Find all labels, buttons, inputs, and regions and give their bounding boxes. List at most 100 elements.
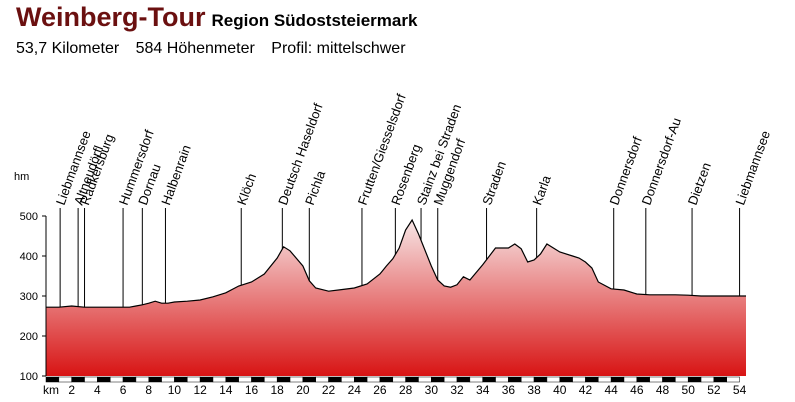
x-tick-label: 14 — [219, 383, 233, 397]
waypoint-label: Halbenrain — [158, 143, 194, 207]
km-scale-segment — [598, 376, 612, 383]
km-scale-segment — [572, 376, 586, 383]
km-scale-segment — [675, 376, 689, 383]
km-scale-segment — [495, 376, 509, 383]
km-scale-segment — [508, 376, 522, 383]
x-tick-label: 10 — [168, 383, 182, 397]
km-scale-segment — [161, 376, 175, 383]
km-scale-segment — [610, 376, 625, 383]
km-scale-segment — [392, 376, 406, 383]
y-tick-label: 100 — [20, 371, 38, 383]
x-tick-label: 26 — [373, 383, 387, 397]
elevation-area — [46, 220, 746, 376]
km-scale-segment — [109, 376, 124, 383]
km-scale-segment — [328, 376, 342, 383]
km-scale-segment — [264, 376, 278, 383]
km-scale-segment — [482, 376, 496, 383]
waypoint-label: Straden — [479, 159, 509, 207]
x-tick-label: 20 — [296, 383, 310, 397]
km-scale-segment — [726, 376, 740, 383]
x-tick-label: 28 — [399, 383, 413, 397]
region-label: Region Südoststeiermark — [211, 11, 418, 30]
km-scale-segment — [546, 376, 561, 383]
y-tick-label: 400 — [20, 251, 38, 263]
x-tick-label: 2 — [68, 383, 75, 397]
km-scale-segment — [315, 376, 329, 383]
km-scale-segment — [251, 376, 265, 383]
x-tick-label: 6 — [120, 383, 127, 397]
profile-stat: Profil: mittelschwer — [271, 40, 406, 57]
km-scale-segment — [469, 376, 483, 383]
km-scale-segment — [97, 376, 111, 383]
waypoint-label: Dietzen — [685, 160, 714, 207]
km-scale-segment — [687, 376, 702, 383]
km-scale-segment — [431, 376, 445, 383]
x-tick-label: 46 — [630, 383, 644, 397]
km-scale-segment — [405, 376, 419, 383]
title-row: Weinberg-Tour Region Südoststeiermark — [16, 2, 417, 33]
km-scale-segment — [45, 376, 60, 383]
km-scale-segment — [443, 376, 458, 383]
km-scale-segment — [174, 376, 188, 383]
x-tick-label: 36 — [502, 383, 516, 397]
x-tick-label: 52 — [707, 383, 721, 397]
waypoint-label: Klöch — [234, 171, 259, 207]
waypoint-label: Donnersdorf — [606, 134, 645, 207]
x-tick-label: 32 — [450, 383, 464, 397]
elevation-stat: 584 Höhenmeter — [135, 40, 255, 57]
km-scale-segment — [302, 376, 316, 383]
km-scale-segment — [354, 376, 368, 383]
waypoint-label: Liebmannsee — [732, 129, 773, 207]
km-scale-segment — [520, 376, 535, 383]
km-scale-segment — [533, 376, 548, 383]
km-scale-segment — [341, 376, 355, 383]
x-tick-label: 50 — [682, 383, 696, 397]
distance-stat: 53,7 Kilometer — [16, 40, 120, 57]
elevation-line — [46, 218, 746, 308]
km-scale-segment — [623, 376, 638, 383]
x-tick-label: 38 — [527, 383, 541, 397]
x-tick-label: 24 — [348, 383, 362, 397]
waypoint-label: Donnersdorf-Au — [639, 116, 684, 207]
x-tick-label: 12 — [193, 383, 207, 397]
km-scale-segment — [585, 376, 599, 383]
km-scale-segment — [58, 376, 72, 383]
x-tick-label: 40 — [553, 383, 567, 397]
km-scale-segment — [148, 376, 162, 383]
km-scale-segment — [636, 376, 650, 383]
km-scale-segment — [559, 376, 573, 383]
x-axis-label: km — [43, 383, 59, 397]
tour-title: Weinberg-Tour — [16, 2, 206, 32]
y-tick-label: 500 — [20, 211, 38, 223]
x-tick-label: 54 — [733, 383, 747, 397]
km-scale-segment — [649, 376, 663, 383]
x-tick-label: 44 — [604, 383, 618, 397]
km-scale-segment — [713, 376, 727, 383]
km-scale-segment — [366, 376, 381, 383]
km-scale-segment — [225, 376, 239, 383]
x-tick-label: 18 — [271, 383, 285, 397]
y-axis-label: hm — [14, 171, 29, 183]
x-tick-label: 8 — [145, 383, 152, 397]
km-scale-segment — [379, 376, 394, 383]
km-scale-segment — [84, 376, 98, 383]
km-scale-segment — [238, 376, 252, 383]
km-scale-segment — [187, 376, 201, 383]
tour-stats: 53,7 Kilometer 584 Höhenmeter Profil: mi… — [16, 40, 418, 58]
km-scale-segment — [71, 376, 85, 383]
x-tick-label: 42 — [579, 383, 593, 397]
km-scale-segment — [135, 376, 150, 383]
km-scale-segment — [418, 376, 432, 383]
km-scale-segment — [199, 376, 214, 383]
km-scale-segment — [276, 376, 291, 383]
km-scale-segment — [662, 376, 676, 383]
x-tick-label: 4 — [94, 383, 101, 397]
waypoint-label: Pichla — [302, 168, 328, 207]
x-tick-label: 34 — [476, 383, 490, 397]
x-tick-label: 30 — [425, 383, 439, 397]
x-tick-label: 48 — [656, 383, 670, 397]
y-tick-label: 200 — [20, 331, 38, 343]
km-scale-segment — [122, 376, 137, 383]
